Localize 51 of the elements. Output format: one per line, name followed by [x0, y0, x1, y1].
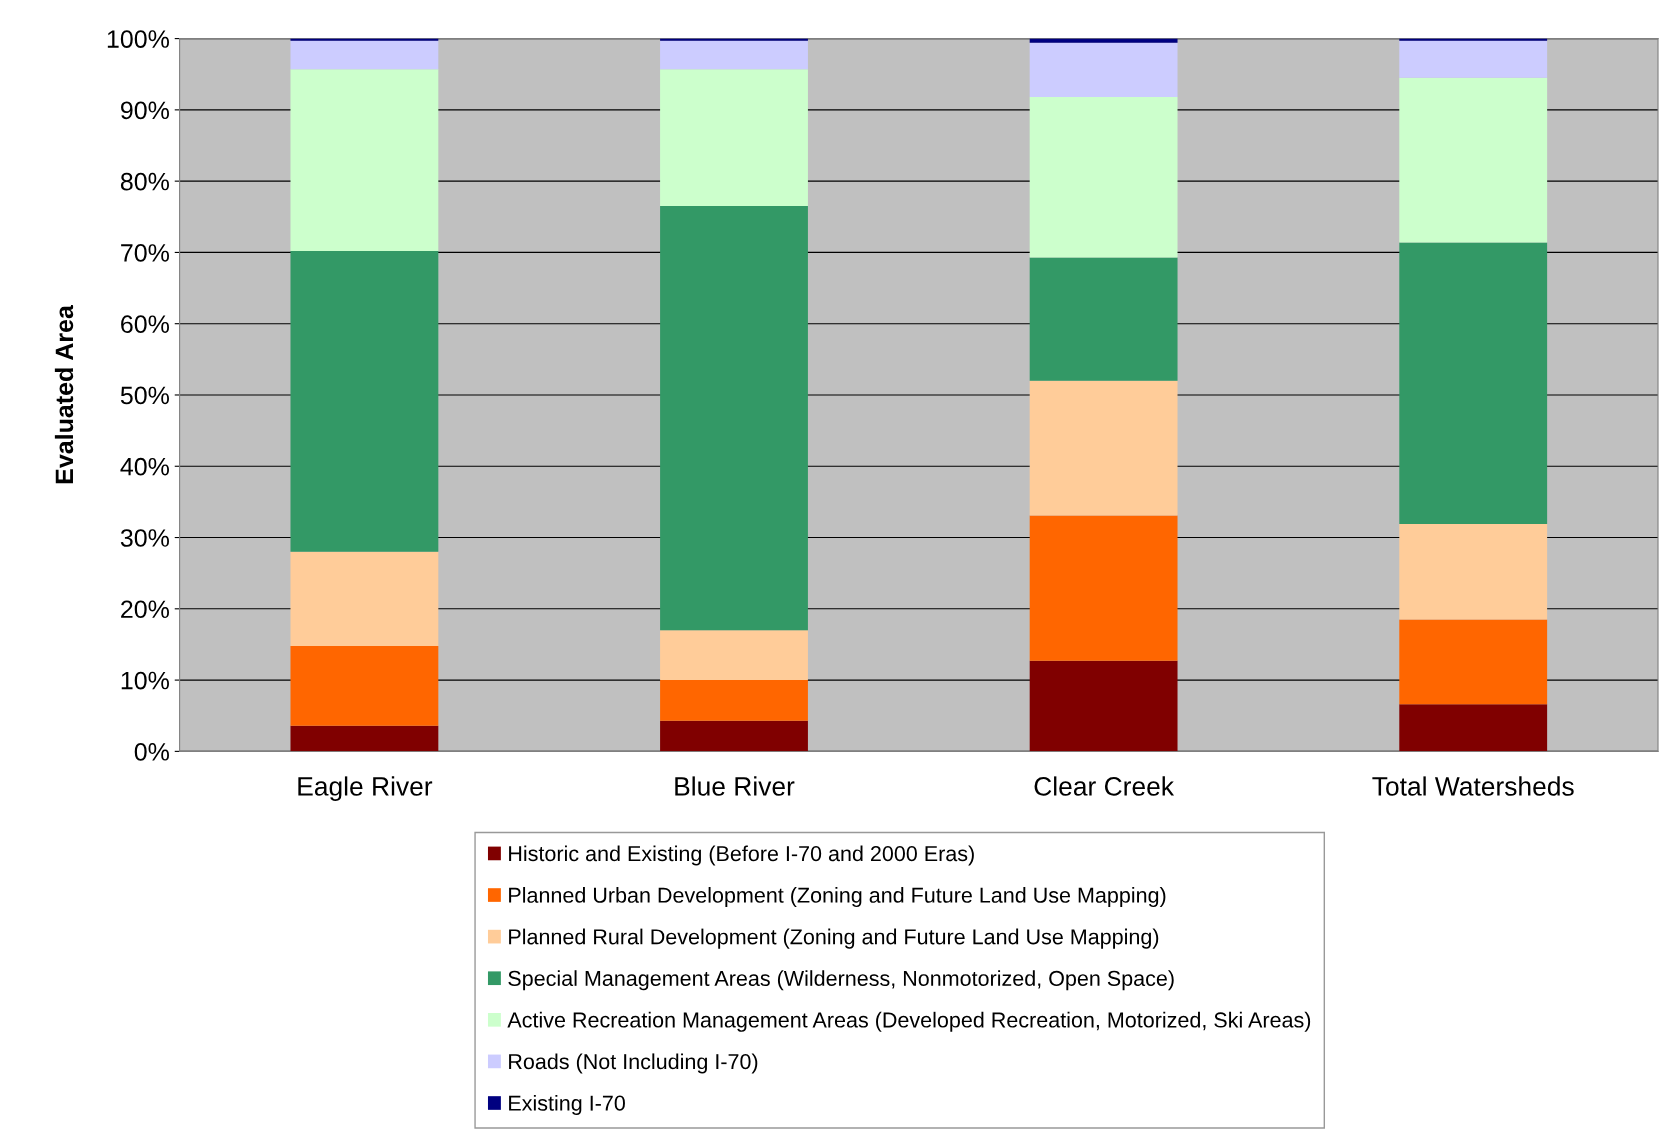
bar [1029, 257, 1178, 381]
bar [660, 720, 808, 752]
y-tick-label: 60% [121, 315, 169, 334]
y-axis-title: Evaluated Area [54, 304, 74, 484]
bar [1399, 40, 1548, 78]
y-tick-label: 30% [120, 529, 169, 547]
bar [1399, 38, 1548, 41]
bar [290, 40, 439, 70]
legend-label: Existing I-70 [509, 1094, 625, 1116]
legend-label: Historic and Existing (Before I-70 and 2000 Eras) [509, 845, 974, 866]
x-tick-label: Total Watersheds [1372, 776, 1574, 796]
bar [660, 69, 808, 207]
bar [660, 38, 808, 41]
x-tick-label: Clear Creek [1034, 776, 1175, 796]
y-tick-label: 10% [121, 671, 169, 690]
bar [1029, 38, 1178, 43]
legend-label: Roads (Not Including I-70) [509, 1053, 758, 1074]
bar [660, 630, 808, 681]
bar [1399, 704, 1548, 752]
x-tick-label: Eagle River [298, 776, 433, 801]
legend-label: Planned Urban Development (Zoning and Future Land Use Mapping) [509, 887, 1166, 908]
y-tick-label: 0% [134, 742, 169, 761]
bar [1399, 77, 1548, 243]
bar [290, 69, 439, 251]
y-tick-label: 70% [121, 244, 169, 262]
legend-label: Special Management Areas (Wilderness, Nonmotorized, Open Space) [508, 970, 1174, 991]
y-tick-label: 40% [120, 457, 169, 476]
bar [290, 725, 439, 752]
bar [1029, 380, 1178, 516]
y-tick-label: 50% [120, 386, 169, 405]
bar [1399, 242, 1548, 524]
bar [1029, 97, 1178, 258]
bar [290, 251, 439, 552]
y-tick-label: 90% [121, 101, 169, 120]
bar [1399, 619, 1548, 705]
bar [290, 38, 439, 41]
bar [290, 645, 439, 726]
bar [1029, 515, 1178, 661]
bar [1029, 660, 1178, 752]
bar [660, 206, 808, 631]
y-tick-label: 20% [121, 600, 169, 619]
bar [660, 680, 808, 721]
x-tick-label: Blue River [675, 776, 795, 796]
y-tick-label: 80% [120, 172, 169, 191]
bar [290, 551, 439, 646]
legend-label: Active Recreation Management Areas (Developed Recreation, Motorized, Ski Areas) [507, 1011, 1311, 1032]
legend-label: Planned Rural Development (Zoning and Future Land Use Mapping) [509, 928, 1159, 949]
bar [1029, 42, 1178, 98]
y-tick-label: 100% [107, 30, 169, 48]
bar [1399, 523, 1548, 620]
bar [660, 40, 808, 70]
